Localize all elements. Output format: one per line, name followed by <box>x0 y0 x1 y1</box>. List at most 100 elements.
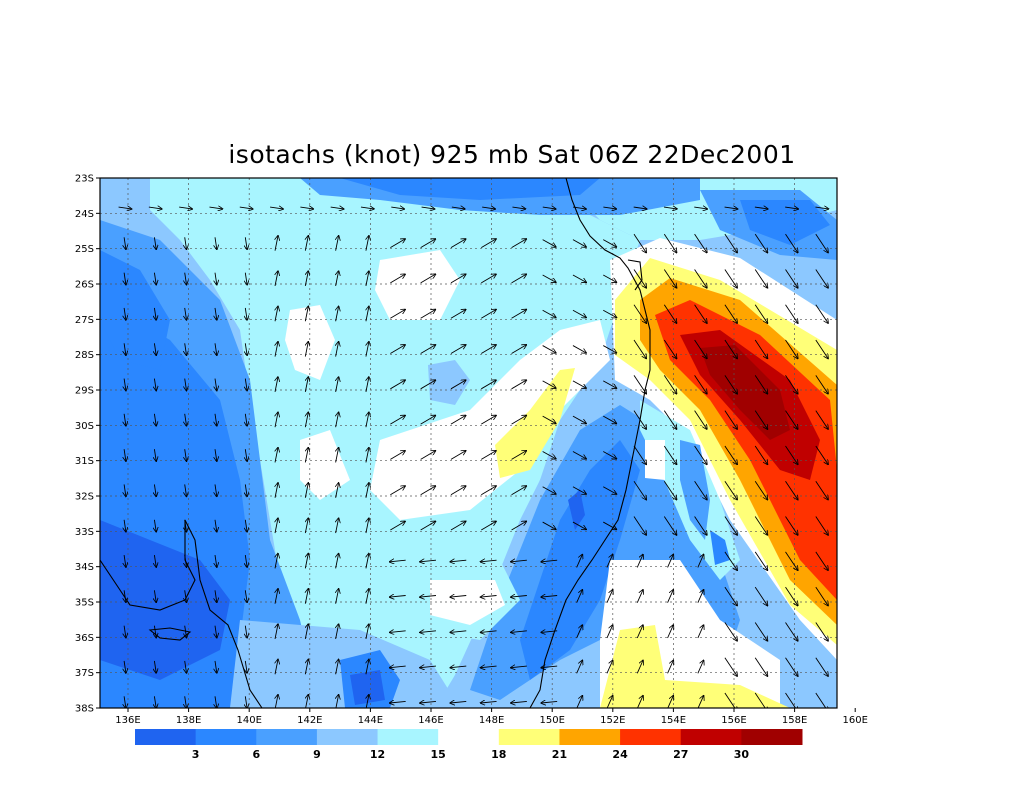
wind-arrow <box>275 377 278 392</box>
wind-arrow <box>366 695 369 708</box>
wind-arrow <box>542 451 556 458</box>
wind-arrow <box>815 304 828 323</box>
wind-arrow <box>603 486 616 494</box>
wind-arrow <box>450 631 467 633</box>
wind-arrow <box>336 271 339 287</box>
wind-arrow <box>542 415 556 423</box>
wind-arrow <box>633 304 646 323</box>
wind-arrow <box>336 377 339 392</box>
wind-arrow <box>667 590 674 603</box>
wind-arrow <box>390 486 405 496</box>
wind-arrow <box>754 339 767 358</box>
wind-arrow <box>124 484 126 496</box>
wind-arrow <box>542 521 556 529</box>
wind-arrow <box>694 480 707 499</box>
wind-arrow <box>785 480 797 499</box>
wind-arrow <box>511 631 527 633</box>
lat-tick-label: 24S <box>75 209 94 220</box>
wind-arrow <box>215 378 217 391</box>
wind-arrow <box>542 207 556 209</box>
colorbar-swatch <box>680 729 742 745</box>
colorbar-swatch <box>438 729 500 745</box>
wind-arrow <box>694 207 707 209</box>
wind-arrow <box>420 596 437 598</box>
wind-arrow <box>450 560 467 562</box>
wind-arrow <box>697 696 704 708</box>
wind-arrow <box>305 412 308 428</box>
wind-arrow <box>785 692 797 708</box>
wind-arrow <box>481 310 496 319</box>
wind-arrow <box>154 590 156 602</box>
wind-arrow <box>633 339 646 358</box>
wind-arrow <box>336 624 339 640</box>
wind-arrow <box>663 445 676 464</box>
wind-arrow <box>450 345 466 354</box>
wind-arrow <box>606 590 613 603</box>
wind-arrow <box>154 307 156 320</box>
wind-arrow <box>154 554 156 567</box>
wind-arrow <box>785 445 797 464</box>
wind-arrow <box>785 207 798 209</box>
wind-arrow <box>305 377 308 392</box>
lat-tick-label: 36S <box>75 633 94 644</box>
wind-arrow <box>481 560 497 562</box>
wind-arrow <box>245 307 247 320</box>
wind-arrow <box>245 484 247 496</box>
wind-arrow <box>511 486 527 496</box>
wind-arrow <box>481 415 496 425</box>
colorbar-swatch <box>620 729 682 745</box>
wind-arrow <box>724 551 737 570</box>
wind-arrow <box>754 622 767 640</box>
wind-arrow <box>450 521 466 531</box>
wind-arrow <box>724 304 737 323</box>
wind-arrow <box>481 486 496 496</box>
wind-arrow <box>450 486 466 496</box>
wind-arrow <box>754 692 767 708</box>
wind-arrow <box>663 339 676 358</box>
wind-arrow <box>305 554 308 569</box>
wind-arrow <box>154 660 156 673</box>
wind-arrow <box>185 696 187 708</box>
wind-arrow <box>694 375 707 393</box>
wind-arrow <box>215 660 217 673</box>
wind-arrow <box>420 310 436 319</box>
wind-arrow <box>275 483 278 498</box>
wind-arrow <box>300 207 313 209</box>
wind-arrow <box>215 237 217 249</box>
wind-arrow <box>785 269 797 287</box>
lon-tick-label: 150E <box>539 715 564 726</box>
wind-arrow <box>603 380 616 388</box>
wind-arrow <box>366 660 369 675</box>
wind-arrow <box>511 345 527 354</box>
wind-arrow <box>390 310 405 319</box>
wind-arrow <box>215 484 217 496</box>
wind-arrow <box>215 590 217 602</box>
wind-arrow <box>305 236 308 251</box>
map-grid <box>100 178 837 708</box>
colorbar-swatch <box>741 729 803 745</box>
wind-arrow <box>245 343 247 355</box>
lat-tick-label: 37S <box>75 668 94 679</box>
wind-arrow <box>572 345 586 353</box>
wind-arrow <box>451 207 465 209</box>
wind-arrow <box>694 516 707 535</box>
contour-18-south <box>430 580 505 625</box>
wind-arrow <box>360 207 374 209</box>
wind-arrow <box>636 590 643 603</box>
contour-6-coast <box>710 530 730 565</box>
wind-arrow <box>450 701 467 703</box>
wind-arrow <box>305 307 308 322</box>
wind-arrow <box>390 701 406 703</box>
wind-arrow <box>215 625 217 638</box>
wind-arrow <box>511 380 527 390</box>
wind-arrow <box>124 378 126 391</box>
wind-arrow <box>606 696 613 708</box>
wind-arrow <box>511 521 527 531</box>
colorbar-swatch <box>316 729 379 745</box>
colorbar-label: 3 <box>192 748 200 761</box>
wind-arrow <box>154 449 156 461</box>
wind-arrow <box>450 310 466 319</box>
wind-arrow <box>541 596 558 598</box>
wind-arrow <box>754 551 767 570</box>
lat-tick-label: 29S <box>75 386 94 397</box>
